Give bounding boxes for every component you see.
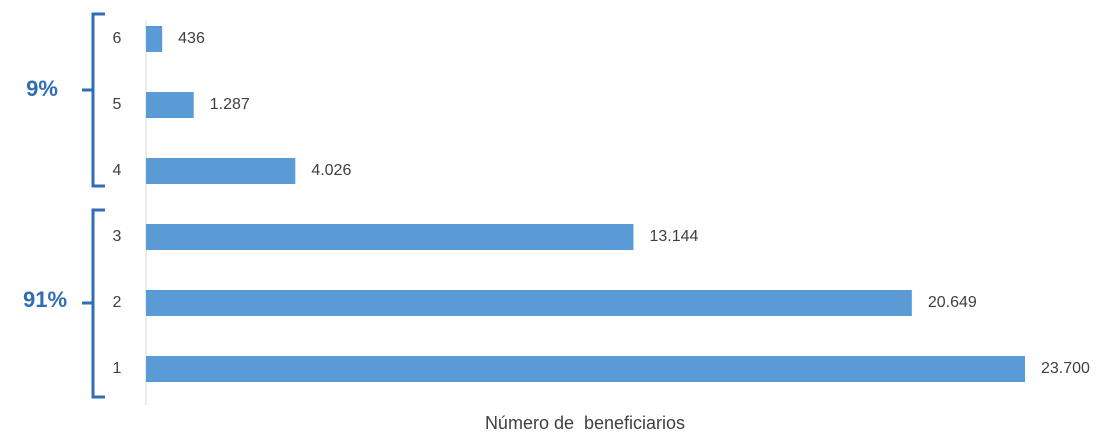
bar: [146, 26, 163, 52]
bar: [146, 356, 1025, 382]
data-label: 436: [178, 30, 205, 47]
annotation: 9%: [26, 76, 58, 101]
bar: [146, 158, 296, 184]
bar: [146, 92, 194, 118]
bracket: [82, 12, 105, 188]
y-tick-label: 2: [113, 294, 122, 311]
y-tick-label: 1: [113, 360, 122, 377]
data-label: 1.287: [210, 96, 250, 113]
bar: [146, 224, 634, 250]
y-tick-label: 3: [113, 228, 122, 245]
data-label: 13.144: [649, 228, 698, 245]
data-label: 4.026: [311, 162, 351, 179]
y-tick-label: 5: [113, 96, 122, 113]
bar: [146, 290, 912, 316]
axis-title: Número de beneficiarios: [485, 413, 685, 433]
annotation: 91%: [23, 287, 67, 312]
bracket: [82, 208, 105, 399]
y-tick-label: 4: [113, 162, 122, 179]
data-label: 20.649: [928, 294, 977, 311]
y-tick-label: 6: [113, 30, 122, 47]
data-label: 23.700: [1041, 360, 1090, 377]
